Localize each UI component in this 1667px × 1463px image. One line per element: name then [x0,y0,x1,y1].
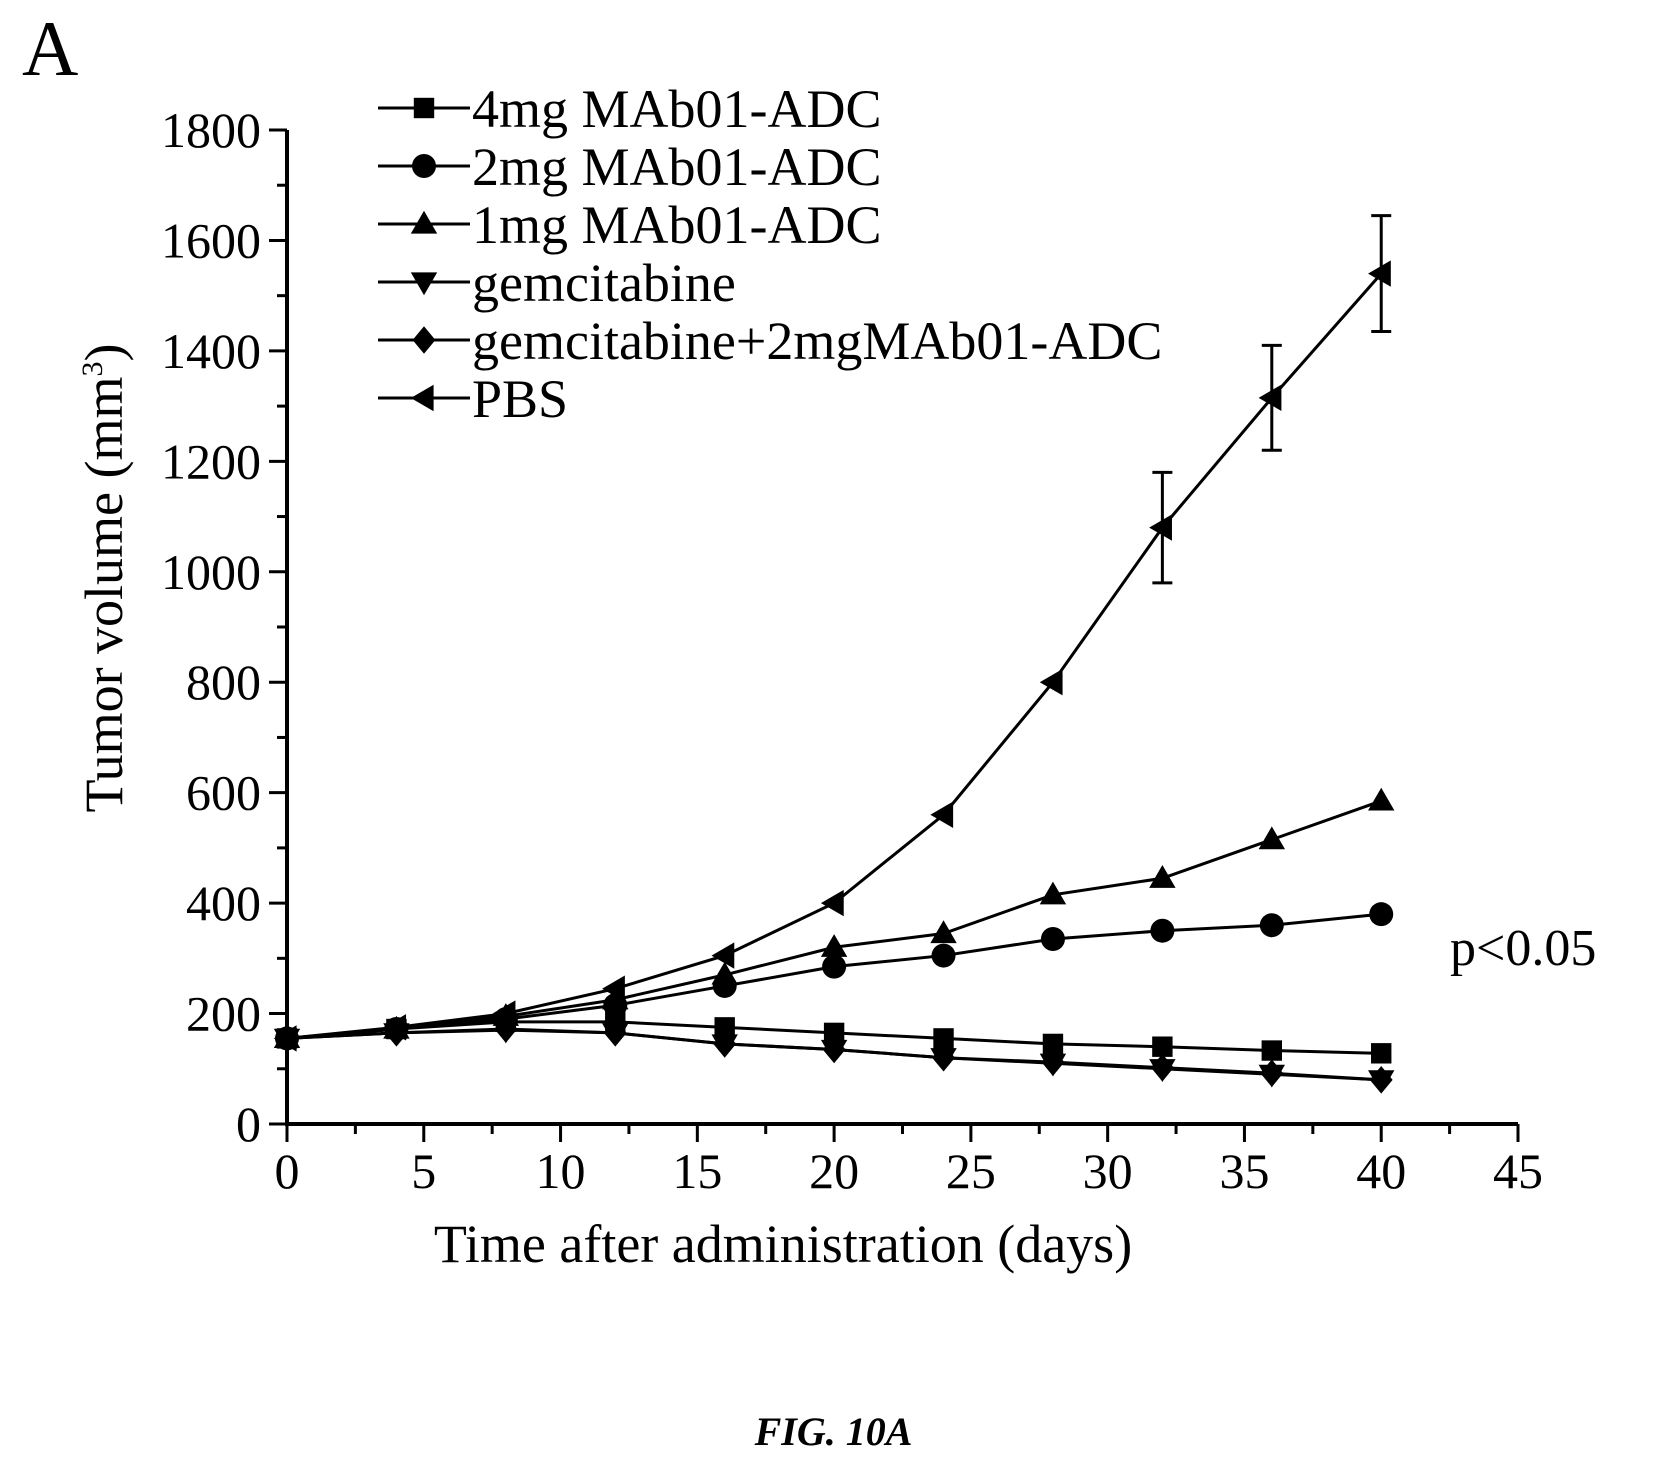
data-point [930,801,954,828]
data-point [931,943,956,968]
legend-marker [412,326,436,354]
significance-annotation: p<0.05 [1450,920,1596,977]
data-point [713,1030,737,1058]
data-point [714,1017,735,1038]
data-point [1042,1033,1064,1055]
legend-item-3: gemcitabine [378,253,736,313]
data-point [1150,1053,1174,1082]
data-point [602,986,629,1010]
data-point [383,1014,407,1041]
y-ticks: 0 200 400 600 800 1000 1200 1400 1600 1800 [161,102,287,1152]
y-tick-label: 1600 [161,212,261,268]
data-point [1039,881,1067,905]
x-ticks: 0 5 10 15 20 25 30 35 40 45 [275,1124,1543,1199]
y-axis-label-superscript: 3 [76,361,109,376]
legend-label: gemcitabine [472,253,736,313]
x-axis-label: Time after administration (days) [434,1214,1132,1274]
data-point [820,934,848,957]
data-point [930,920,957,944]
data-point [1149,514,1172,541]
x-tick-label: 5 [411,1143,436,1199]
x-tick-label: 0 [275,1143,300,1199]
y-tick-label: 0 [236,1096,261,1152]
series-line [286,272,1383,1040]
legend-marker [410,210,438,234]
axes [285,130,1518,1126]
data-point [1152,1036,1173,1057]
data-point [1149,865,1176,888]
data-point [820,889,844,917]
data-point [711,942,735,969]
data-point [933,1028,954,1049]
y-axis-label-main: Tumor volume (mm [74,376,134,812]
x-tick-label: 40 [1356,1143,1406,1199]
data-point [492,1000,516,1027]
y-axis-label: Tumor volume (mm3) [74,343,134,812]
data-point [1259,913,1284,938]
series-group [273,214,1395,1094]
data-point [711,961,738,985]
legend-marker [412,154,436,178]
data-point [603,1019,627,1047]
data-point [602,975,625,1002]
x-tick-label: 35 [1219,1143,1269,1199]
y-tick-label: 1000 [161,544,261,600]
data-point [1368,260,1391,287]
legend-marker [410,384,434,412]
data-point [1041,1048,1065,1076]
legend-item-1: 2mg MAb01-ADC [378,137,882,197]
panel-label: A [22,5,79,92]
data-point [822,1035,846,1064]
data-point [1371,1043,1392,1064]
data-point [932,1043,955,1072]
data-point [1258,826,1285,850]
data-point [822,954,847,979]
legend-label: 4mg MAb01-ADC [472,79,882,139]
legend-item-0: 4mg MAb01-ADC [378,79,882,139]
legend-label: gemcitabine+2mgMAb01-ADC [472,311,1162,371]
data-point [1040,927,1065,952]
legend-label: 2mg MAb01-ADC [472,137,882,197]
series-line [286,799,1382,1040]
legend-item-5: PBS [378,369,568,429]
x-tick-label: 15 [672,1143,722,1199]
legend-label: 1mg MAb01-ADC [472,195,882,255]
data-point [1261,1040,1282,1061]
y-tick-label: 200 [186,986,261,1042]
legend-marker [410,272,438,296]
y-tick-label: 1400 [161,323,261,379]
legend-label: PBS [472,369,568,429]
data-point [1369,902,1394,927]
data-point [1368,787,1395,811]
x-tick-label: 30 [1083,1143,1133,1199]
y-axis-label-suffix: ) [74,343,134,361]
data-point [1258,384,1282,412]
data-point [1150,918,1175,943]
data-point [823,1022,845,1044]
data-point [1260,1059,1284,1087]
y-tick-label: 800 [186,654,261,710]
legend-item-2: 1mg MAb01-ADC [378,195,882,255]
series-2 [273,787,1395,1049]
y-tick-label: 600 [186,765,261,821]
y-tick-label: 1800 [161,102,261,158]
x-tick-label: 45 [1493,1143,1543,1199]
legend-marker [413,97,435,119]
data-point [1369,1066,1393,1094]
x-tick-label: 20 [809,1143,859,1199]
y-tick-label: 1200 [161,433,261,489]
series-5 [273,214,1392,1052]
data-point [1039,669,1063,696]
y-tick-label: 400 [186,875,261,931]
x-tick-label: 10 [536,1143,586,1199]
x-tick-label: 25 [946,1143,996,1199]
figure-caption: FIG. 10A [754,1409,913,1454]
legend-item-4: gemcitabine+2mgMAb01-ADC [378,311,1162,371]
data-point [273,1025,297,1052]
